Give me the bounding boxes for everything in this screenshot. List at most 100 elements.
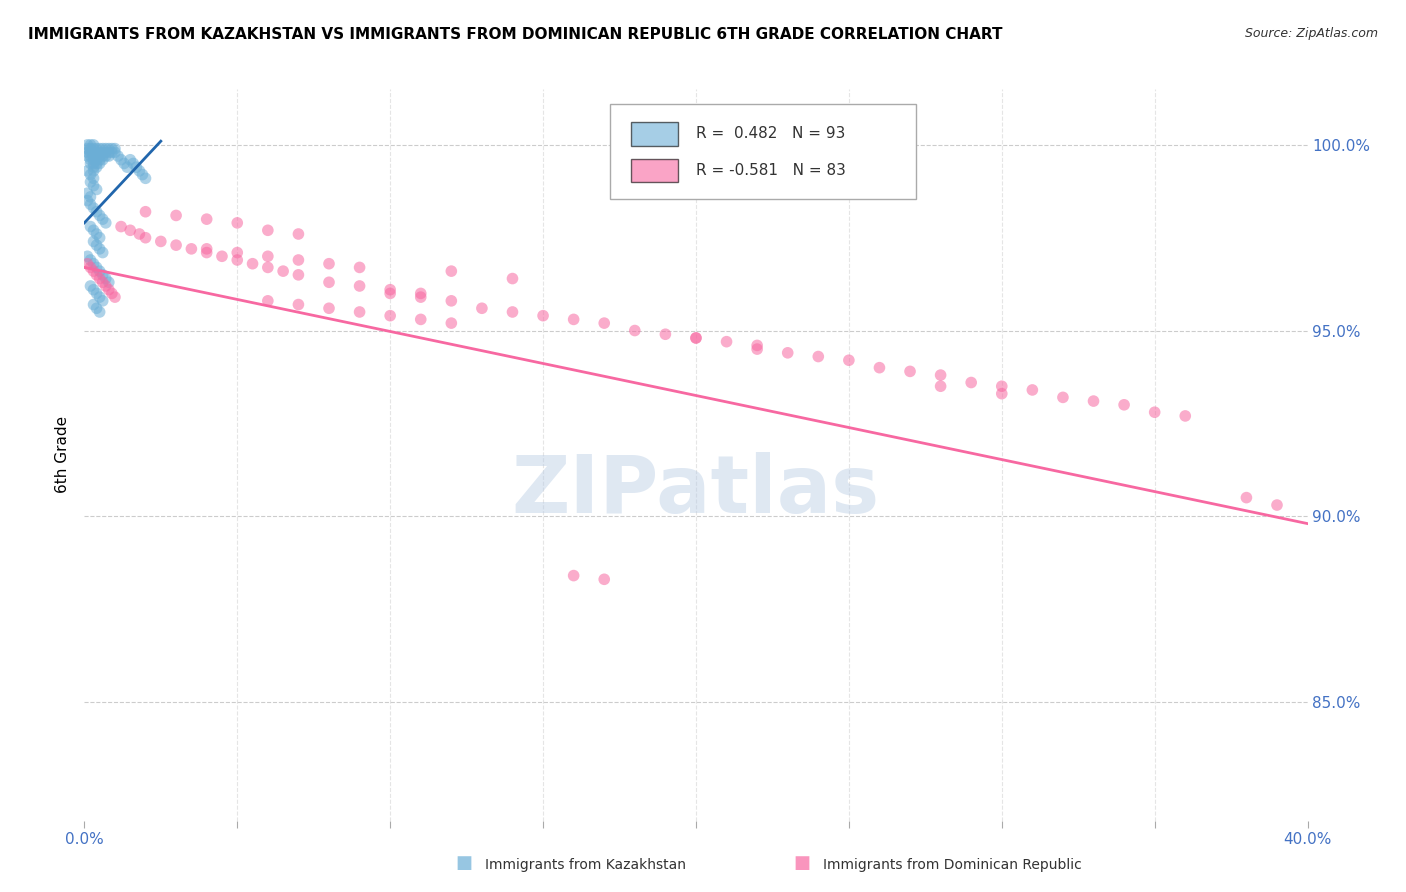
Point bbox=[747, 338, 769, 352]
Point bbox=[104, 290, 127, 304]
Point bbox=[97, 142, 120, 156]
Point bbox=[898, 364, 921, 378]
Point bbox=[97, 275, 120, 289]
Point bbox=[83, 160, 105, 174]
Point bbox=[112, 156, 135, 170]
Point bbox=[991, 379, 1014, 393]
Point bbox=[76, 145, 98, 160]
Point bbox=[89, 142, 111, 156]
Point bbox=[79, 252, 101, 267]
Point bbox=[409, 312, 432, 326]
Point bbox=[94, 145, 117, 160]
Point bbox=[287, 268, 309, 282]
Point bbox=[257, 260, 280, 275]
Point bbox=[89, 305, 111, 319]
Point bbox=[76, 149, 98, 163]
Point bbox=[349, 260, 371, 275]
Point bbox=[83, 178, 105, 193]
Point bbox=[91, 145, 114, 160]
Point bbox=[287, 227, 309, 241]
Point bbox=[131, 168, 153, 182]
Point bbox=[76, 164, 98, 178]
Point bbox=[929, 368, 952, 383]
Point bbox=[86, 142, 108, 156]
Point bbox=[380, 286, 402, 301]
Point bbox=[807, 350, 830, 364]
Point bbox=[1021, 383, 1043, 397]
Point bbox=[83, 297, 105, 311]
Point bbox=[89, 290, 111, 304]
Point bbox=[79, 142, 101, 156]
Point bbox=[79, 197, 101, 211]
Point bbox=[107, 149, 129, 163]
Point bbox=[211, 249, 233, 263]
Point bbox=[1143, 405, 1166, 419]
Point bbox=[226, 252, 249, 267]
Point bbox=[89, 145, 111, 160]
Point bbox=[86, 145, 108, 160]
Point bbox=[86, 268, 108, 282]
Point bbox=[89, 209, 111, 223]
Point bbox=[89, 149, 111, 163]
Point bbox=[1265, 498, 1288, 512]
Text: ZIPatlas: ZIPatlas bbox=[512, 452, 880, 531]
Point bbox=[83, 257, 105, 271]
Point bbox=[562, 312, 585, 326]
Point bbox=[380, 309, 402, 323]
Point bbox=[83, 171, 105, 186]
Point bbox=[869, 360, 891, 375]
Point bbox=[79, 149, 101, 163]
Point bbox=[287, 297, 309, 311]
Point bbox=[83, 149, 105, 163]
Point bbox=[180, 242, 202, 256]
Point bbox=[86, 160, 108, 174]
Point bbox=[104, 145, 127, 160]
Point bbox=[318, 301, 340, 316]
Point bbox=[128, 227, 150, 241]
Point bbox=[79, 153, 101, 167]
Text: R =  0.482   N = 93: R = 0.482 N = 93 bbox=[696, 127, 845, 141]
Point bbox=[838, 353, 860, 368]
Point bbox=[409, 290, 432, 304]
Point bbox=[76, 137, 98, 152]
Point bbox=[195, 242, 218, 256]
Point bbox=[685, 331, 707, 345]
Point bbox=[128, 164, 150, 178]
Point bbox=[257, 293, 280, 308]
Point bbox=[83, 223, 105, 237]
Point bbox=[89, 230, 111, 244]
Point bbox=[1052, 390, 1074, 404]
Point bbox=[86, 227, 108, 241]
Text: IMMIGRANTS FROM KAZAKHSTAN VS IMMIGRANTS FROM DOMINICAN REPUBLIC 6TH GRADE CORRE: IMMIGRANTS FROM KAZAKHSTAN VS IMMIGRANTS… bbox=[28, 27, 1002, 42]
Point bbox=[86, 182, 108, 196]
Point bbox=[502, 305, 524, 319]
Point bbox=[83, 235, 105, 249]
Point bbox=[76, 194, 98, 208]
Point bbox=[79, 175, 101, 189]
Point bbox=[1236, 491, 1258, 505]
Point bbox=[86, 204, 108, 219]
Point bbox=[91, 153, 114, 167]
Point bbox=[86, 286, 108, 301]
Point bbox=[91, 142, 114, 156]
Point bbox=[91, 275, 114, 289]
Point bbox=[287, 252, 309, 267]
Point bbox=[257, 223, 280, 237]
Point bbox=[89, 271, 111, 285]
Point bbox=[83, 164, 105, 178]
Point bbox=[94, 271, 117, 285]
Point bbox=[97, 283, 120, 297]
Point bbox=[562, 568, 585, 582]
Text: R = -0.581   N = 83: R = -0.581 N = 83 bbox=[696, 163, 846, 178]
Point bbox=[149, 235, 172, 249]
Point bbox=[83, 145, 105, 160]
Point bbox=[165, 209, 187, 223]
Point bbox=[115, 160, 138, 174]
Point bbox=[318, 257, 340, 271]
Point bbox=[79, 137, 101, 152]
Point bbox=[97, 145, 120, 160]
Point bbox=[101, 286, 124, 301]
Point bbox=[94, 142, 117, 156]
Point bbox=[86, 153, 108, 167]
Point bbox=[1114, 398, 1136, 412]
